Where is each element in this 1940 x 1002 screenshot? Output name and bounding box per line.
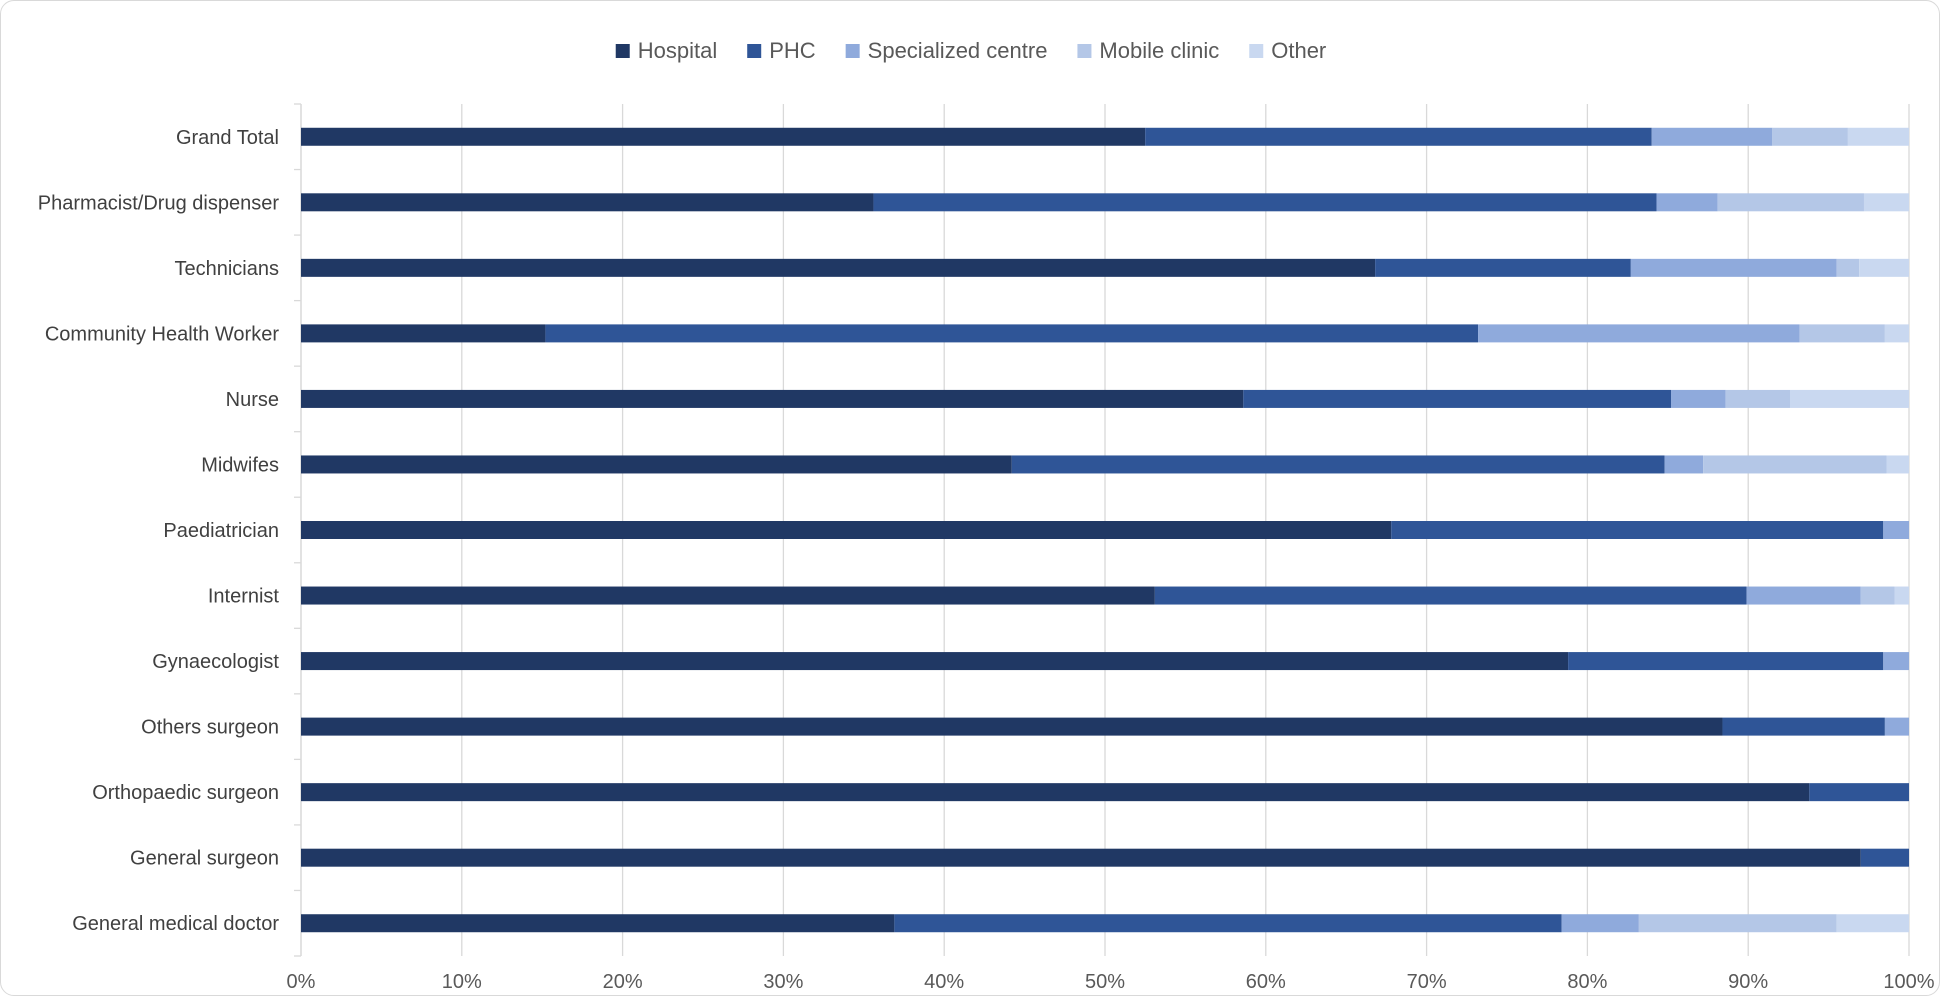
x-tick-label: 20%	[603, 971, 643, 993]
x-tick-label: 10%	[442, 971, 482, 993]
bar-segment-mobile-clinic	[1836, 258, 1860, 277]
legend-label: Other	[1271, 38, 1326, 63]
bar-segment-hospital	[301, 455, 1012, 474]
legend-item-specialized-centre: Specialized centre	[845, 38, 1048, 63]
y-axis	[294, 103, 302, 957]
bar-segment-specialized-centre	[1883, 652, 1909, 671]
bar-segment-phc	[1722, 717, 1885, 736]
legend: Hospital PHC Specialized centre Mobile clin…	[615, 38, 1326, 63]
bar-segment-hospital	[301, 783, 1810, 802]
bar-segment-phc	[1145, 127, 1652, 146]
bar-segment-mobile-clinic	[1799, 324, 1885, 343]
bar-segment-phc	[1860, 848, 1909, 867]
category-label: Midwifes	[201, 454, 279, 476]
legend-label: Specialized centre	[868, 38, 1048, 63]
x-axis-ticks: 0% 10% 20% 30% 40% 50% 60% 70% 80% 90% 100%	[287, 971, 1935, 993]
bar-segment-other	[1886, 455, 1909, 474]
bar-segment-hospital	[301, 586, 1155, 605]
legend-swatch	[747, 44, 762, 58]
bar-segment-mobile-clinic	[1772, 127, 1848, 146]
y-axis-labels: Grand Total Pharmacist/Drug dispenser Tech…	[38, 127, 280, 935]
category-label: Technicians	[174, 258, 279, 280]
bar-segment-specialized-centre	[1664, 455, 1704, 474]
legend-swatch	[845, 44, 860, 58]
bar-segment-mobile-clinic	[1717, 193, 1864, 212]
bar-segment-phc	[873, 193, 1657, 212]
category-label: Others surgeon	[141, 717, 279, 739]
bar-segment-other	[1790, 389, 1909, 408]
legend-item-hospital: Hospital	[615, 38, 717, 63]
bars	[301, 127, 1909, 933]
bar-segment-specialized-centre	[1884, 717, 1909, 736]
bar-segment-phc	[1809, 783, 1909, 802]
category-label: Grand Total	[176, 127, 279, 149]
bar-segment-mobile-clinic	[1703, 455, 1887, 474]
x-tick-label: 70%	[1407, 971, 1447, 993]
category-label: Internist	[208, 586, 280, 608]
x-tick-label: 50%	[1085, 971, 1125, 993]
x-tick-label: 0%	[287, 971, 316, 993]
x-tick-label: 40%	[924, 971, 964, 993]
bar-segment-phc	[894, 914, 1562, 933]
bar-segment-other	[1884, 324, 1909, 343]
legend-item-phc: PHC	[747, 38, 816, 63]
category-label: Paediatrician	[163, 520, 279, 542]
bar-segment-other	[1894, 586, 1909, 605]
bar-segment-mobile-clinic	[1725, 389, 1791, 408]
bar-segment-mobile-clinic	[1638, 914, 1837, 933]
legend-label: Mobile clinic	[1099, 38, 1219, 63]
bar-segment-other	[1863, 193, 1909, 212]
bar-segment-phc	[1154, 586, 1747, 605]
bar-segment-hospital	[301, 193, 874, 212]
legend-swatch	[1249, 44, 1264, 58]
bar-segment-hospital	[301, 521, 1392, 539]
bar-segment-hospital	[301, 324, 546, 343]
category-label: Pharmacist/Drug dispenser	[38, 192, 280, 214]
bar-segment-phc	[1011, 455, 1665, 474]
bar-segment-phc	[1568, 652, 1884, 671]
legend-swatch	[1077, 44, 1092, 58]
category-label: Orthopaedic surgeon	[92, 782, 279, 804]
bar-segment-mobile-clinic	[1860, 586, 1895, 605]
bar-segment-other	[1836, 914, 1909, 933]
bar-segment-specialized-centre	[1651, 127, 1773, 146]
bar-segment-specialized-centre	[1883, 521, 1909, 539]
legend-item-mobile-clinic: Mobile clinic	[1077, 38, 1219, 63]
bar-segment-hospital	[301, 652, 1569, 671]
bar-segment-other	[1859, 258, 1909, 277]
category-label: Gynaecologist	[152, 651, 279, 673]
x-tick-label: 90%	[1728, 971, 1768, 993]
bar-segment-specialized-centre	[1671, 389, 1726, 408]
bar-segment-specialized-centre	[1656, 193, 1718, 212]
bar-segment-hospital	[301, 914, 895, 933]
bar-segment-hospital	[301, 127, 1146, 146]
legend-label: PHC	[769, 38, 816, 63]
bar-segment-phc	[1243, 389, 1672, 408]
bar-segment-specialized-centre	[1630, 258, 1837, 277]
category-label: General medical doctor	[72, 913, 279, 935]
category-label: Nurse	[226, 389, 279, 411]
bar-segment-phc	[545, 324, 1479, 343]
bar-segment-hospital	[301, 389, 1244, 408]
legend-item-other: Other	[1249, 38, 1326, 63]
category-label: General surgeon	[130, 848, 279, 870]
x-tick-label: 30%	[763, 971, 803, 993]
bar-segment-hospital	[301, 258, 1376, 277]
x-tick-label: 100%	[1883, 971, 1934, 993]
bar-segment-hospital	[301, 717, 1723, 736]
bar-segment-hospital	[301, 848, 1861, 867]
category-label: Community Health Worker	[45, 323, 279, 345]
legend-swatch	[615, 44, 630, 58]
bar-segment-specialized-centre	[1746, 586, 1861, 605]
bar-segment-other	[1847, 127, 1909, 146]
x-tick-label: 80%	[1567, 971, 1607, 993]
bar-segment-phc	[1391, 521, 1884, 539]
bar-segment-specialized-centre	[1478, 324, 1800, 343]
bar-segment-phc	[1375, 258, 1631, 277]
bar-segment-specialized-centre	[1561, 914, 1639, 933]
legend-label: Hospital	[638, 38, 717, 63]
x-tick-label: 60%	[1246, 971, 1286, 993]
